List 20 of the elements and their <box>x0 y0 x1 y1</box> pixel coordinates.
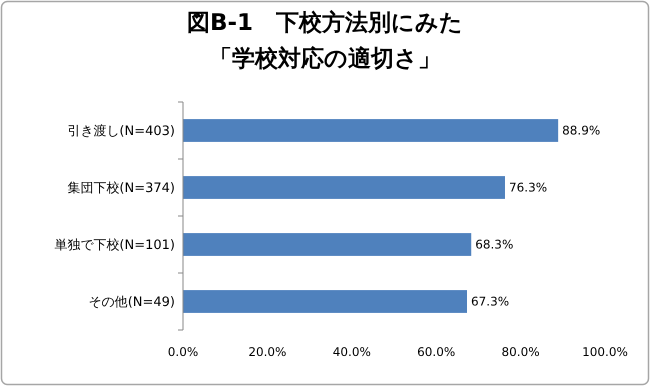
data-label: 88.9% <box>562 124 600 138</box>
y-tick-label: 単独で下校(N=101) <box>54 238 175 254</box>
bar <box>183 290 468 313</box>
chart-subtitle: 「学校対応の適切さ」 <box>209 45 441 72</box>
x-tick-label: 100.0% <box>582 345 628 359</box>
x-tick-label: 60.0% <box>417 345 456 359</box>
bar <box>183 233 472 256</box>
data-label: 76.3% <box>508 180 548 195</box>
x-tick-label: 0.0% <box>168 345 198 359</box>
chart-title: 図B-1 下校方法別にみた <box>186 9 464 36</box>
x-tick-label: 80.0% <box>502 345 540 359</box>
data-label: 68.3% <box>475 238 514 252</box>
x-tick-label: 40.0% <box>332 345 371 359</box>
data-label: 67.3% <box>471 294 510 309</box>
x-tick-label: 20.0% <box>248 345 286 359</box>
y-tick-label: その他(N=49) <box>88 295 175 310</box>
bar <box>183 176 505 199</box>
y-tick-label: 引き渡し(N=403) <box>67 124 175 140</box>
bar <box>183 119 558 142</box>
y-tick-label: 集団下校(N=374) <box>67 181 175 196</box>
